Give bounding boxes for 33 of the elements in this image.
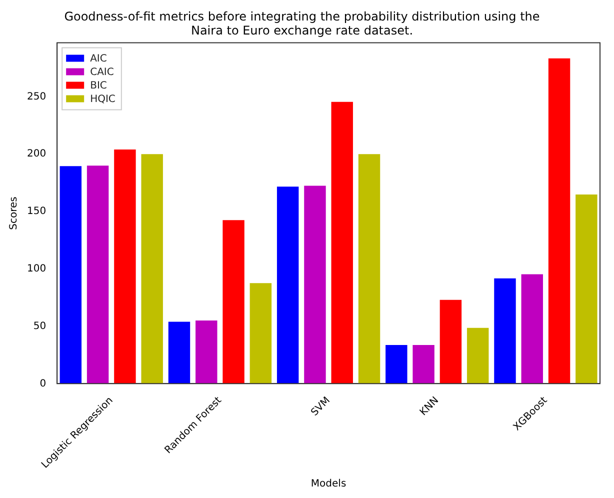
bar (494, 278, 516, 384)
bar (576, 194, 598, 384)
y-tick-label: 150 (26, 206, 46, 218)
bar (304, 186, 326, 384)
bar (358, 154, 380, 384)
bar (412, 345, 434, 384)
legend-label: HQIC (90, 94, 116, 105)
bar (222, 220, 244, 384)
bar (440, 300, 462, 384)
bar (521, 274, 543, 384)
bar (196, 320, 218, 384)
bar (276, 186, 299, 384)
bar (331, 102, 353, 384)
legend-label: AIC (90, 53, 107, 64)
bar (548, 58, 570, 384)
y-tick-label: 50 (33, 320, 46, 332)
bar (114, 150, 136, 384)
legend-label: CAIC (90, 66, 114, 78)
bar (60, 166, 82, 384)
bar (168, 322, 190, 384)
legend-label: BIC (90, 80, 107, 92)
y-tick-label: 100 (26, 264, 46, 275)
chart-title: Goodness-of-fit metrics before integrating the probability distribution using the Naira to Euro exchange rate dataset. (64, 9, 540, 38)
bar (141, 154, 163, 384)
bar (466, 328, 489, 384)
bar (250, 283, 272, 384)
y-axis-title: Scores (8, 196, 20, 230)
y-tick-label: 0 (40, 378, 46, 390)
bar (86, 166, 109, 384)
bar (386, 345, 408, 384)
y-tick-label: 250 (26, 91, 46, 102)
y-tick-label: 200 (26, 148, 46, 160)
x-axis-title: Models (310, 478, 346, 490)
